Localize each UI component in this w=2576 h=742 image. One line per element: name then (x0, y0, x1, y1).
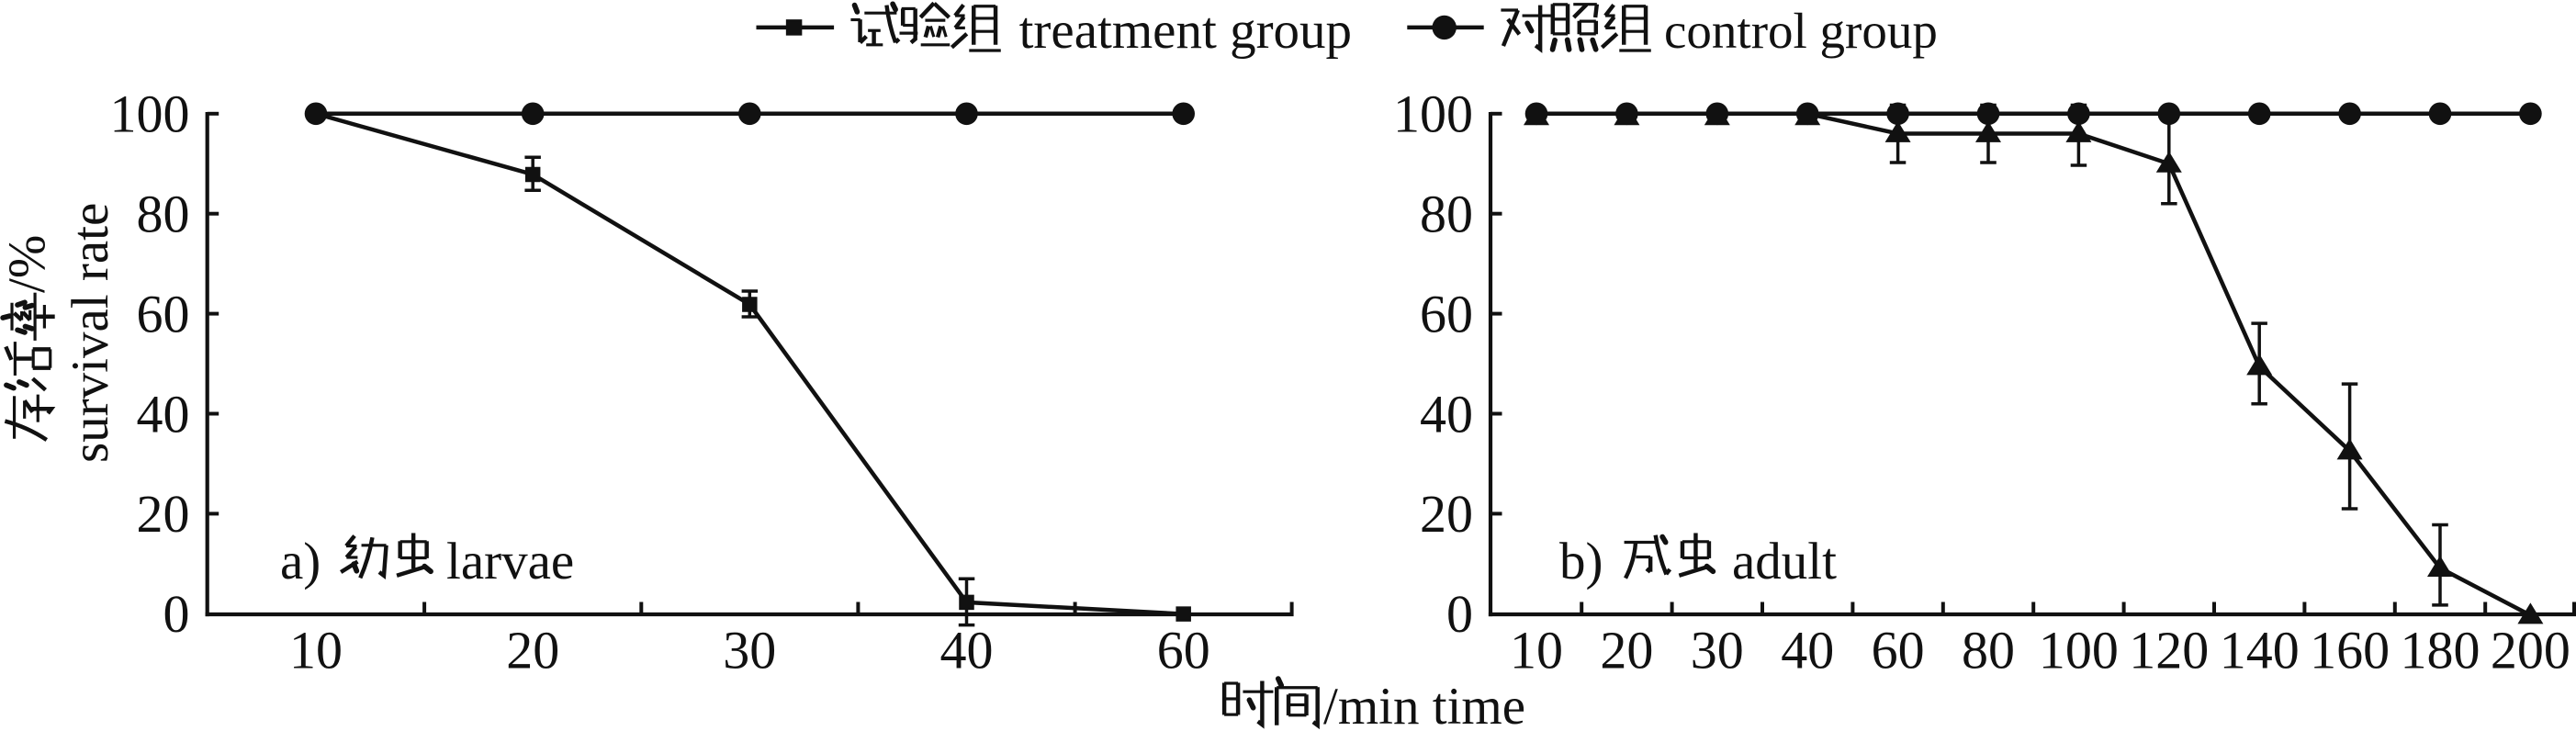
svg-text:80: 80 (137, 185, 190, 244)
svg-text:60: 60 (137, 284, 190, 343)
svg-text:20: 20 (506, 621, 559, 680)
svg-text:80: 80 (1962, 621, 2015, 680)
svg-text:b): b) (1559, 533, 1603, 590)
svg-text:40: 40 (1420, 384, 1473, 444)
svg-text:0: 0 (163, 584, 190, 644)
svg-text:200: 200 (2491, 621, 2570, 680)
svg-text:40: 40 (940, 621, 994, 680)
svg-text:adult: adult (1732, 533, 1837, 590)
svg-text:100: 100 (110, 84, 190, 144)
svg-text:larvae: larvae (446, 533, 574, 590)
svg-text:treatment group: treatment group (1019, 2, 1352, 60)
svg-text:10: 10 (1510, 621, 1563, 680)
svg-text:60: 60 (1157, 621, 1210, 680)
svg-text:a): a) (280, 533, 321, 590)
svg-text:20: 20 (1420, 484, 1473, 544)
svg-text:/%: /% (0, 235, 56, 293)
svg-text:10: 10 (289, 621, 343, 680)
svg-text:140: 140 (2220, 621, 2300, 680)
svg-text:100: 100 (2039, 621, 2119, 680)
svg-text:40: 40 (1781, 621, 1834, 680)
svg-text:/min time: /min time (1323, 678, 1525, 736)
svg-text:30: 30 (1691, 621, 1744, 680)
svg-text:survival rate: survival rate (62, 203, 119, 463)
svg-text:40: 40 (137, 384, 190, 444)
svg-text:160: 160 (2310, 621, 2390, 680)
svg-text:120: 120 (2129, 621, 2209, 680)
svg-text:30: 30 (723, 621, 776, 680)
svg-text:20: 20 (137, 484, 190, 544)
svg-text:0: 0 (1446, 584, 1473, 644)
svg-text:80: 80 (1420, 185, 1473, 244)
svg-text:60: 60 (1872, 621, 1925, 680)
svg-text:20: 20 (1600, 621, 1653, 680)
svg-text:control group: control group (1664, 3, 1938, 59)
svg-text:100: 100 (1393, 84, 1473, 144)
svg-text:180: 180 (2401, 621, 2480, 680)
svg-text:60: 60 (1420, 284, 1473, 343)
